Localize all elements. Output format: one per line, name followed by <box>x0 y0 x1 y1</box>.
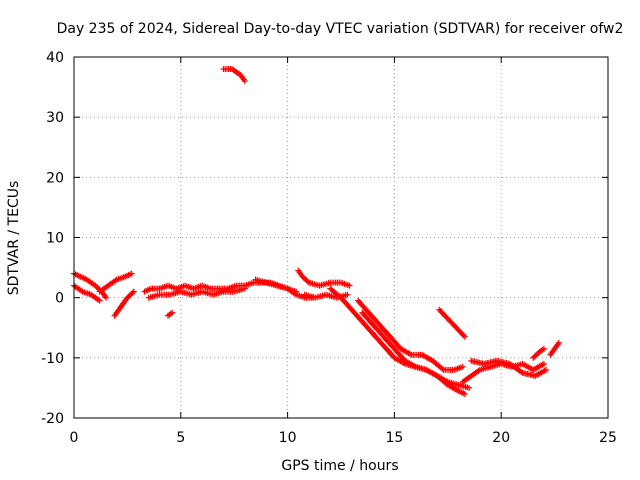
x-tick-label: 10 <box>279 430 297 446</box>
series-arc-7 <box>164 309 176 319</box>
data-point <box>461 390 468 397</box>
series-arc-15 <box>436 306 468 340</box>
data-point <box>555 339 562 346</box>
data-point <box>459 363 466 370</box>
y-axis-label: SDTVAR / TECUs <box>6 181 22 296</box>
data-point <box>103 294 110 301</box>
grid <box>74 57 608 418</box>
chart-title: Day 235 of 2024, Sidereal Day-to-day VTE… <box>57 21 624 37</box>
data-point <box>543 366 550 373</box>
data-point <box>304 278 311 285</box>
data-point <box>129 289 136 296</box>
data-point <box>540 360 547 367</box>
series-arc-14 <box>359 309 468 397</box>
series-arc-13 <box>355 297 466 373</box>
y-tick-label: 40 <box>46 50 64 66</box>
data-point <box>466 384 473 391</box>
x-tick-label: 5 <box>176 430 185 446</box>
y-tick-label: 0 <box>55 291 64 307</box>
series-arc-6 <box>145 285 248 301</box>
data-point <box>130 288 137 295</box>
series-arc-2 <box>71 282 103 304</box>
data-point <box>344 291 351 298</box>
series-arc-8 <box>220 66 248 85</box>
data-point <box>460 332 467 339</box>
x-tick-label: 20 <box>492 430 510 446</box>
series-arc-3 <box>96 270 135 295</box>
y-tick-label: 30 <box>46 110 64 126</box>
series-arc-4 <box>111 288 137 319</box>
data-point <box>540 345 547 352</box>
data-point <box>96 297 103 304</box>
x-tick-label: 0 <box>70 430 79 446</box>
data-points <box>71 66 562 397</box>
series-arc-10 <box>295 267 353 289</box>
y-tick-label: -10 <box>41 351 64 367</box>
y-tick-label: 20 <box>46 170 64 186</box>
plot-frame <box>73 56 609 419</box>
x-tick-label: 25 <box>599 430 617 446</box>
data-point <box>241 78 248 85</box>
data-point <box>439 365 446 372</box>
x-axis-label: GPS time / hours <box>281 458 398 474</box>
data-point <box>461 333 468 340</box>
data-point <box>241 285 248 292</box>
data-point <box>346 282 353 289</box>
x-tick-label: 15 <box>385 430 403 446</box>
axis-ticks: 0 5 10 15 20 25 -20 -10 0 10 20 30 40 <box>41 50 617 446</box>
series-arc-19 <box>547 339 562 358</box>
data-point <box>128 270 135 277</box>
y-tick-label: 10 <box>46 231 64 247</box>
series-arc-18 <box>530 345 547 361</box>
series-arc-17 <box>468 357 550 379</box>
data-point <box>169 309 176 316</box>
series-arc-12 <box>327 285 473 391</box>
y-tick-label: -20 <box>41 411 64 427</box>
